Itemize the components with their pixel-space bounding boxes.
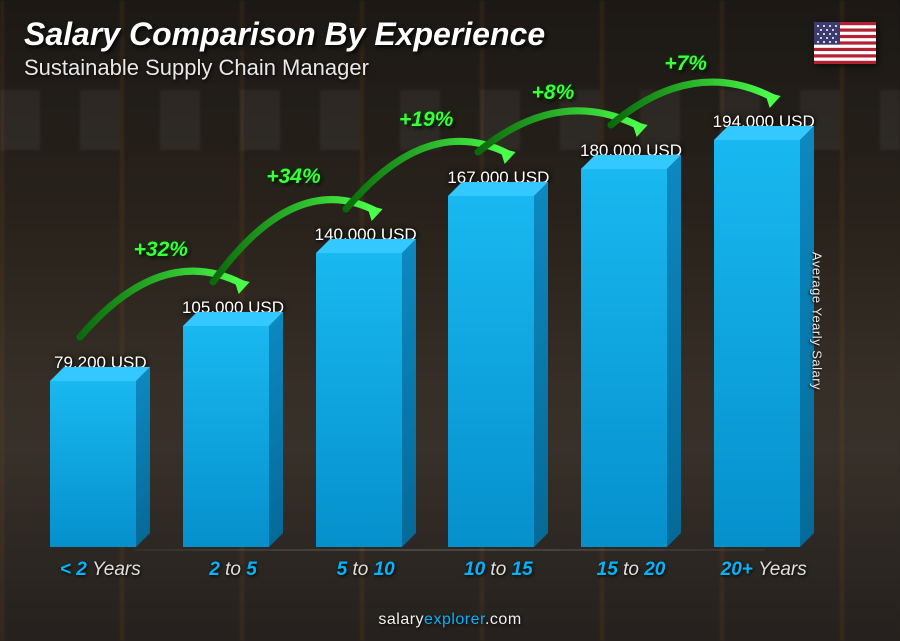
x-axis-label: 15 to 20 [597, 559, 666, 581]
bar-side [136, 367, 150, 547]
bar-top [50, 367, 150, 381]
bar-3d [714, 140, 814, 547]
bar-side [269, 312, 283, 547]
x-axis-label: 5 to 10 [337, 559, 395, 581]
bar-side [402, 239, 416, 547]
bar-3d [50, 381, 150, 547]
bar-slot: 140,000 USD5 to 10 [299, 225, 432, 581]
bar-3d [581, 169, 681, 547]
bar-slot: 180,000 USD15 to 20 [565, 141, 698, 581]
chart-area: 79,200 USD< 2 Years105,000 USD2 to 5140,… [24, 90, 840, 581]
bar-side [667, 155, 681, 547]
bar-front [448, 196, 534, 547]
bar-top [714, 126, 814, 140]
footer-prefix: salary [378, 611, 424, 628]
x-axis-label: 20+ Years [721, 559, 807, 581]
bar-3d [448, 196, 548, 547]
page-subtitle: Sustainable Supply Chain Manager [24, 55, 545, 81]
bar-front [581, 169, 667, 547]
footer-suffix: .com [485, 611, 522, 628]
bar-top [316, 239, 416, 253]
bar-slot: 167,000 USD10 to 15 [432, 168, 565, 581]
bar-front [50, 381, 136, 547]
bar-3d [316, 253, 416, 547]
bar-top [183, 312, 283, 326]
bar-3d [183, 326, 283, 547]
x-axis-label: < 2 Years [60, 559, 141, 581]
bars-container: 79,200 USD< 2 Years105,000 USD2 to 5140,… [24, 90, 840, 581]
bar-front [714, 140, 800, 547]
flag-usa-icon [814, 22, 876, 64]
footer-accent: explorer [424, 611, 485, 628]
bar-top [448, 182, 548, 196]
bar-slot: 79,200 USD< 2 Years [34, 353, 167, 581]
footer-attribution: salaryexplorer.com [0, 611, 900, 629]
x-axis-label: 10 to 15 [464, 559, 533, 581]
bar-side [534, 182, 548, 547]
bar-slot: 105,000 USD2 to 5 [167, 298, 300, 581]
y-axis-label: Average Yearly Salary [809, 251, 824, 389]
bar-front [183, 326, 269, 547]
x-axis-label: 2 to 5 [209, 559, 257, 581]
title-block: Salary Comparison By Experience Sustaina… [24, 16, 545, 81]
page-title: Salary Comparison By Experience [24, 16, 545, 53]
bar-front [316, 253, 402, 547]
bar-top [581, 155, 681, 169]
